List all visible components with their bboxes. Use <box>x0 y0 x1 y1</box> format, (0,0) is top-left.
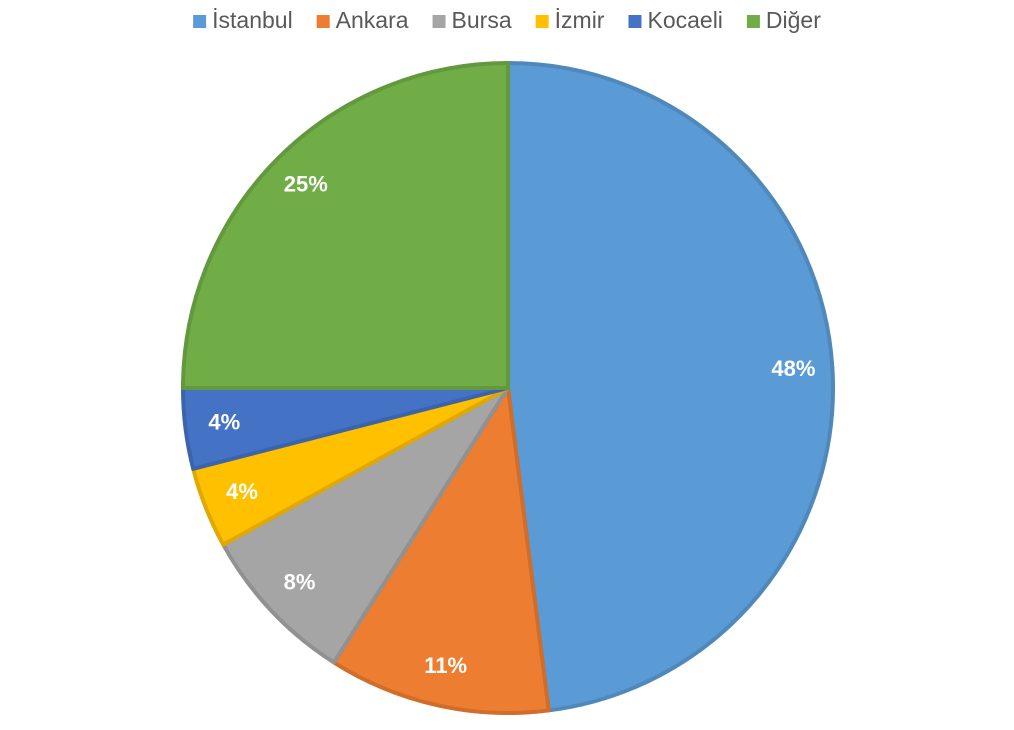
data-label: 4% <box>208 410 240 435</box>
pie-slice <box>221 386 510 665</box>
slice-edge <box>221 386 510 665</box>
pie-slice <box>506 61 835 713</box>
slice-group <box>331 386 551 715</box>
legend-label: Bursa <box>452 7 512 33</box>
legend-swatch <box>432 15 446 28</box>
legend-label: Ankara <box>336 7 409 33</box>
legend-swatch <box>746 15 760 28</box>
legend-label: Kocaeli <box>647 7 722 33</box>
data-label: 25% <box>284 172 328 197</box>
slice-group <box>181 61 510 390</box>
legend-label: Diğer <box>766 7 821 33</box>
legend: İstanbul Ankara Bursa İzmir Kocaeli Diğer <box>193 7 821 33</box>
legend-label: İstanbul <box>212 7 293 33</box>
legend-swatch <box>316 15 330 28</box>
data-label: 48% <box>771 356 815 381</box>
data-label: 11% <box>424 653 467 678</box>
legend-swatch <box>193 15 207 28</box>
pie-slice <box>181 61 510 390</box>
slice-group <box>506 61 835 713</box>
slice-edge <box>181 61 510 390</box>
legend-swatch <box>628 15 642 28</box>
data-label: 8% <box>284 570 316 595</box>
slice-group <box>221 386 510 665</box>
pie-slice <box>331 386 551 715</box>
legend-label: İzmir <box>555 7 605 33</box>
legend-swatch <box>535 15 549 28</box>
slice-edge <box>506 61 835 713</box>
data-label: 4% <box>226 479 258 504</box>
slice-edge <box>331 386 551 715</box>
